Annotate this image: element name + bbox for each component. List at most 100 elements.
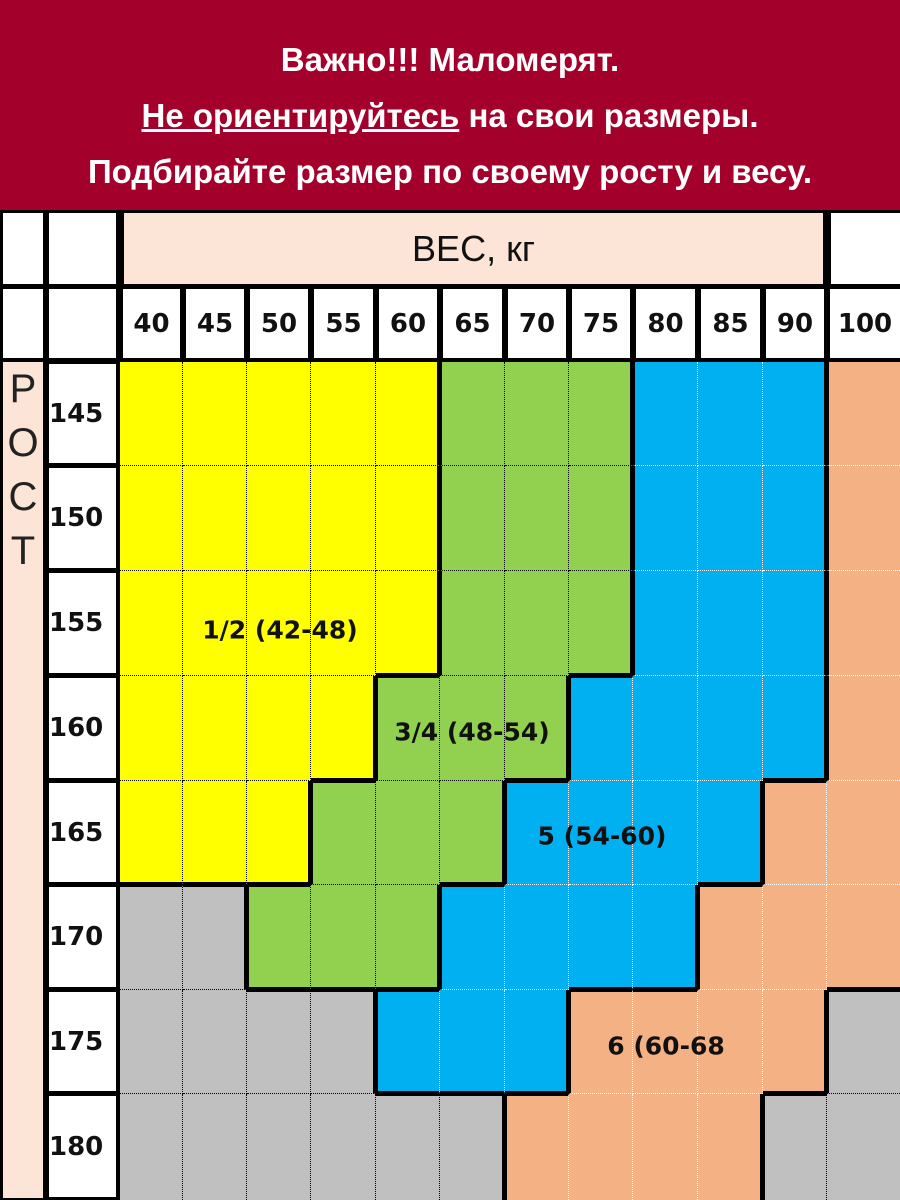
corner-cell — [3, 289, 43, 358]
size-cell-150-75 — [569, 466, 633, 571]
banner-line-2: Не ориентируйтесь на свои размеры. — [0, 88, 900, 144]
size-cell-170-60 — [376, 885, 440, 990]
size-cell-155-55 — [311, 571, 376, 676]
weight-header-50: 50 — [250, 289, 308, 358]
size-cell-155-70 — [505, 571, 569, 676]
size-cell-155-90 — [763, 571, 827, 676]
size-cell-145-45 — [183, 362, 247, 466]
warning-banner: Важно!!! Маломерят. Не ориентируйтесь на… — [0, 0, 900, 210]
weight-header-75: 75 — [572, 289, 630, 358]
height-header-160: 160 — [49, 678, 116, 778]
size-cell-150-85 — [698, 466, 763, 571]
size-cell-175-60 — [376, 990, 440, 1094]
size-cell-165-60 — [376, 781, 440, 885]
size-cell-175-40 — [120, 990, 183, 1094]
weight-axis-label: ВЕС, кг — [124, 213, 823, 284]
size-cell-180-55 — [311, 1094, 376, 1200]
size-chart: Р О С Т ВЕС, кг 40 45 50 55 60 65 70 75 80 85 90 100… — [0, 210, 900, 1200]
size-cell-150-100 — [827, 466, 900, 571]
size-cell-155-50 — [247, 571, 311, 676]
height-header-175: 175 — [49, 992, 116, 1091]
size-cell-180-70 — [505, 1094, 569, 1200]
size-cell-165-85 — [698, 781, 763, 885]
size-cell-150-70 — [505, 466, 569, 571]
size-cell-180-40 — [120, 1094, 183, 1200]
size-cell-175-45 — [183, 990, 247, 1094]
size-cell-175-90 — [763, 990, 827, 1094]
weight-header-80: 80 — [636, 289, 695, 358]
size-cell-165-75 — [569, 781, 633, 885]
height-header-155: 155 — [49, 573, 116, 673]
size-cell-180-75 — [569, 1094, 633, 1200]
size-cell-165-40 — [120, 781, 183, 885]
size-cell-175-55 — [311, 990, 376, 1094]
size-cell-145-40 — [120, 362, 183, 466]
banner-line-3: Подбирайте размер по своему росту и весу… — [87, 153, 813, 190]
banner-underlined: Не ориентируйтесь — [141, 97, 460, 134]
rost-letter: С — [8, 475, 38, 519]
size-cell-170-100 — [827, 885, 900, 990]
rost-letter: Р — [9, 367, 37, 411]
size-cell-155-45 — [183, 571, 247, 676]
size-cell-175-50 — [247, 990, 311, 1094]
size-cell-150-45 — [183, 466, 247, 571]
size-cell-180-45 — [183, 1094, 247, 1200]
size-cell-170-90 — [763, 885, 827, 990]
size-cell-175-75 — [569, 990, 633, 1094]
corner-cell — [49, 213, 116, 284]
size-cell-160-60 — [376, 676, 440, 781]
weight-header-40: 40 — [123, 289, 180, 358]
size-cell-160-65 — [440, 676, 505, 781]
height-header-150: 150 — [49, 468, 116, 568]
size-cell-170-40 — [120, 885, 183, 990]
height-header-180: 180 — [49, 1096, 116, 1197]
weight-header-85: 85 — [701, 289, 760, 358]
size-cell-160-45 — [183, 676, 247, 781]
size-cell-145-70 — [505, 362, 569, 466]
size-cell-145-60 — [376, 362, 440, 466]
size-cell-175-80 — [633, 990, 698, 1094]
rost-letter: О — [7, 421, 39, 465]
height-axis-label: Р О С Т — [3, 362, 43, 1198]
corner-cell — [3, 213, 43, 284]
size-cell-160-90 — [763, 676, 827, 781]
size-cell-180-65 — [440, 1094, 505, 1200]
size-cell-165-55 — [311, 781, 376, 885]
corner-cell — [49, 289, 116, 358]
size-cell-170-65 — [440, 885, 505, 990]
weight-header-60: 60 — [379, 289, 437, 358]
size-cell-165-90 — [763, 781, 827, 885]
size-cell-165-100 — [827, 781, 900, 885]
size-cell-165-70 — [505, 781, 569, 885]
size-cell-160-50 — [247, 676, 311, 781]
size-cell-160-85 — [698, 676, 763, 781]
weight-header-90: 90 — [766, 289, 824, 358]
size-cell-155-80 — [633, 571, 698, 676]
size-cell-180-85 — [698, 1094, 763, 1200]
size-cell-145-100 — [827, 362, 900, 466]
size-cell-155-75 — [569, 571, 633, 676]
size-cell-145-90 — [763, 362, 827, 466]
size-cell-160-55 — [311, 676, 376, 781]
size-cell-170-75 — [569, 885, 633, 990]
size-cell-165-80 — [633, 781, 698, 885]
size-cell-175-70 — [505, 990, 569, 1094]
size-cell-160-100 — [827, 676, 900, 781]
size-cell-150-90 — [763, 466, 827, 571]
size-cell-155-85 — [698, 571, 763, 676]
size-cell-170-80 — [633, 885, 698, 990]
banner-line-2-rest: на свои размеры. — [459, 97, 759, 134]
size-cell-180-60 — [376, 1094, 440, 1200]
rost-letter: Т — [10, 529, 36, 573]
size-cell-160-70 — [505, 676, 569, 781]
size-cell-160-80 — [633, 676, 698, 781]
size-cell-150-40 — [120, 466, 183, 571]
size-cell-155-65 — [440, 571, 505, 676]
weight-header-100: 100 — [830, 289, 900, 358]
size-cell-150-60 — [376, 466, 440, 571]
size-cell-180-50 — [247, 1094, 311, 1200]
size-cell-150-80 — [633, 466, 698, 571]
size-cell-180-80 — [633, 1094, 698, 1200]
corner-cell — [831, 213, 900, 284]
size-cell-145-80 — [633, 362, 698, 466]
